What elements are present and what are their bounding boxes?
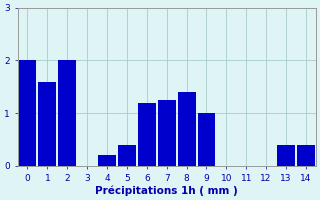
Bar [197, 113, 215, 166]
Bar [158, 100, 176, 166]
Bar [297, 145, 315, 166]
X-axis label: Précipitations 1h ( mm ): Précipitations 1h ( mm ) [95, 185, 238, 196]
Bar [118, 145, 136, 166]
Bar [58, 60, 76, 166]
Bar [178, 92, 196, 166]
Bar [138, 103, 156, 166]
Bar [98, 155, 116, 166]
Bar [38, 82, 56, 166]
Bar [277, 145, 295, 166]
Bar [19, 60, 36, 166]
